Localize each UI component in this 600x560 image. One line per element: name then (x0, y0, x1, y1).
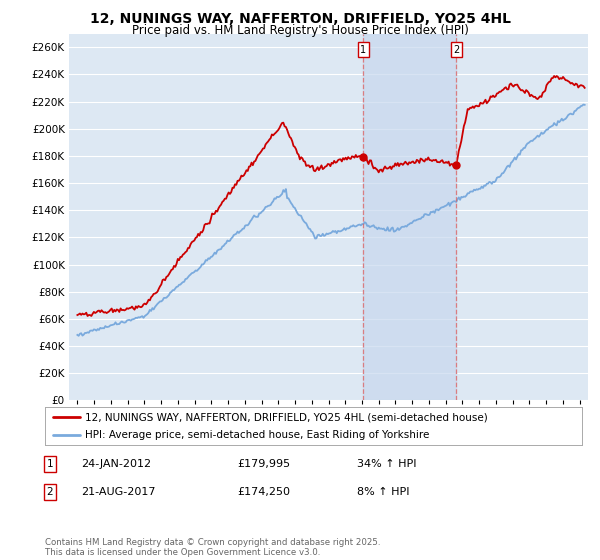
Text: 1: 1 (360, 45, 366, 55)
Bar (363, 34, 457, 400)
Text: 24-JAN-2012: 24-JAN-2012 (81, 459, 151, 469)
Text: 2: 2 (453, 45, 460, 55)
Text: £174,250: £174,250 (237, 487, 290, 497)
Text: 12, NUNINGS WAY, NAFFERTON, DRIFFIELD, YO25 4HL (semi-detached house): 12, NUNINGS WAY, NAFFERTON, DRIFFIELD, Y… (85, 412, 488, 422)
Text: Contains HM Land Registry data © Crown copyright and database right 2025.
This d: Contains HM Land Registry data © Crown c… (45, 538, 380, 557)
Text: 1: 1 (46, 459, 53, 469)
Text: HPI: Average price, semi-detached house, East Riding of Yorkshire: HPI: Average price, semi-detached house,… (85, 430, 430, 440)
Text: 8% ↑ HPI: 8% ↑ HPI (357, 487, 409, 497)
Text: £179,995: £179,995 (237, 459, 290, 469)
Text: 34% ↑ HPI: 34% ↑ HPI (357, 459, 416, 469)
Text: 21-AUG-2017: 21-AUG-2017 (81, 487, 155, 497)
Text: Price paid vs. HM Land Registry's House Price Index (HPI): Price paid vs. HM Land Registry's House … (131, 24, 469, 37)
Text: 2: 2 (46, 487, 53, 497)
Text: 12, NUNINGS WAY, NAFFERTON, DRIFFIELD, YO25 4HL: 12, NUNINGS WAY, NAFFERTON, DRIFFIELD, Y… (89, 12, 511, 26)
